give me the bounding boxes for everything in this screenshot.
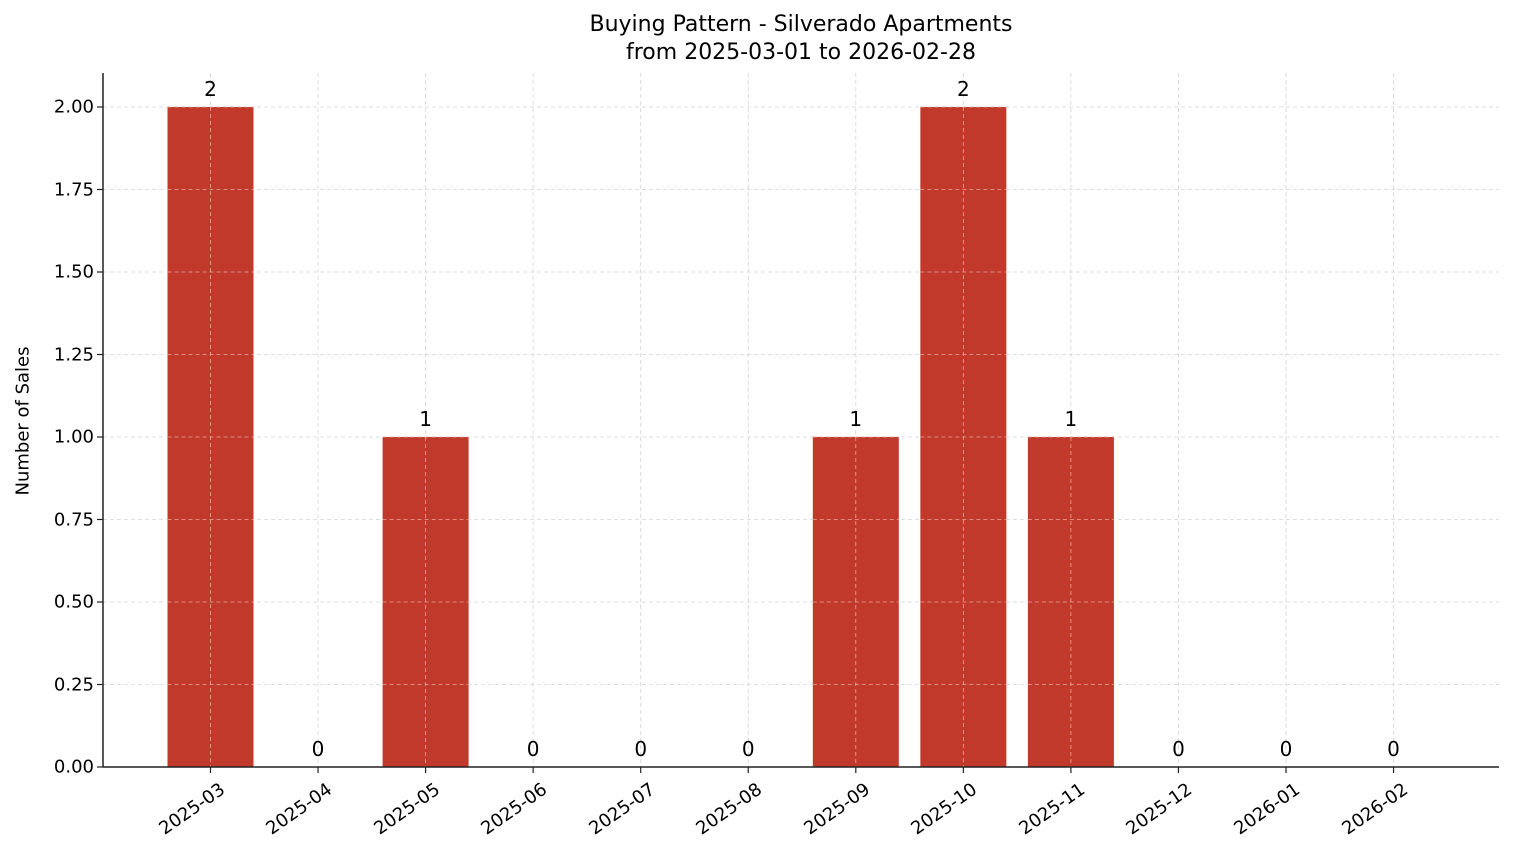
- y-tick-label: 1.75: [53, 179, 94, 200]
- y-tick-label: 1.25: [53, 344, 94, 365]
- bar-value-label: 2: [204, 77, 217, 101]
- y-tick-label: 1.50: [53, 261, 94, 283]
- bar-value-label: 0: [1387, 737, 1400, 761]
- y-tick-label: 0.25: [53, 674, 94, 695]
- bar-value-label: 0: [526, 737, 540, 761]
- bar-value-label: 0: [1172, 737, 1185, 761]
- bar-value-label: 0: [741, 737, 755, 761]
- bar-value-label: 2: [956, 77, 970, 101]
- bar-value-label: 0: [311, 737, 325, 761]
- bar-value-label: 1: [419, 407, 432, 431]
- bar-value-label: 0: [634, 737, 648, 761]
- chart-subtitle: from 2025-03-01 to 2026-02-28: [626, 40, 976, 65]
- chart-title-main: Buying Pattern - Silverado Apartments: [589, 12, 1013, 37]
- y-tick-label: 0.00: [53, 756, 94, 778]
- y-axis-label: Number of Sales: [12, 346, 34, 496]
- bar-value-label: 1: [849, 407, 863, 431]
- y-tick-label: 1.00: [53, 426, 94, 448]
- bar-value-label: 1: [1064, 407, 1078, 431]
- chart-title: Buying Pattern - Silverado Apartments fr…: [0, 11, 1514, 67]
- y-tick-label: 2.00: [53, 96, 94, 118]
- bar-value-label: 0: [1279, 737, 1293, 761]
- y-tick-label: 0.75: [53, 509, 94, 530]
- y-tick-label: 0.50: [53, 591, 94, 613]
